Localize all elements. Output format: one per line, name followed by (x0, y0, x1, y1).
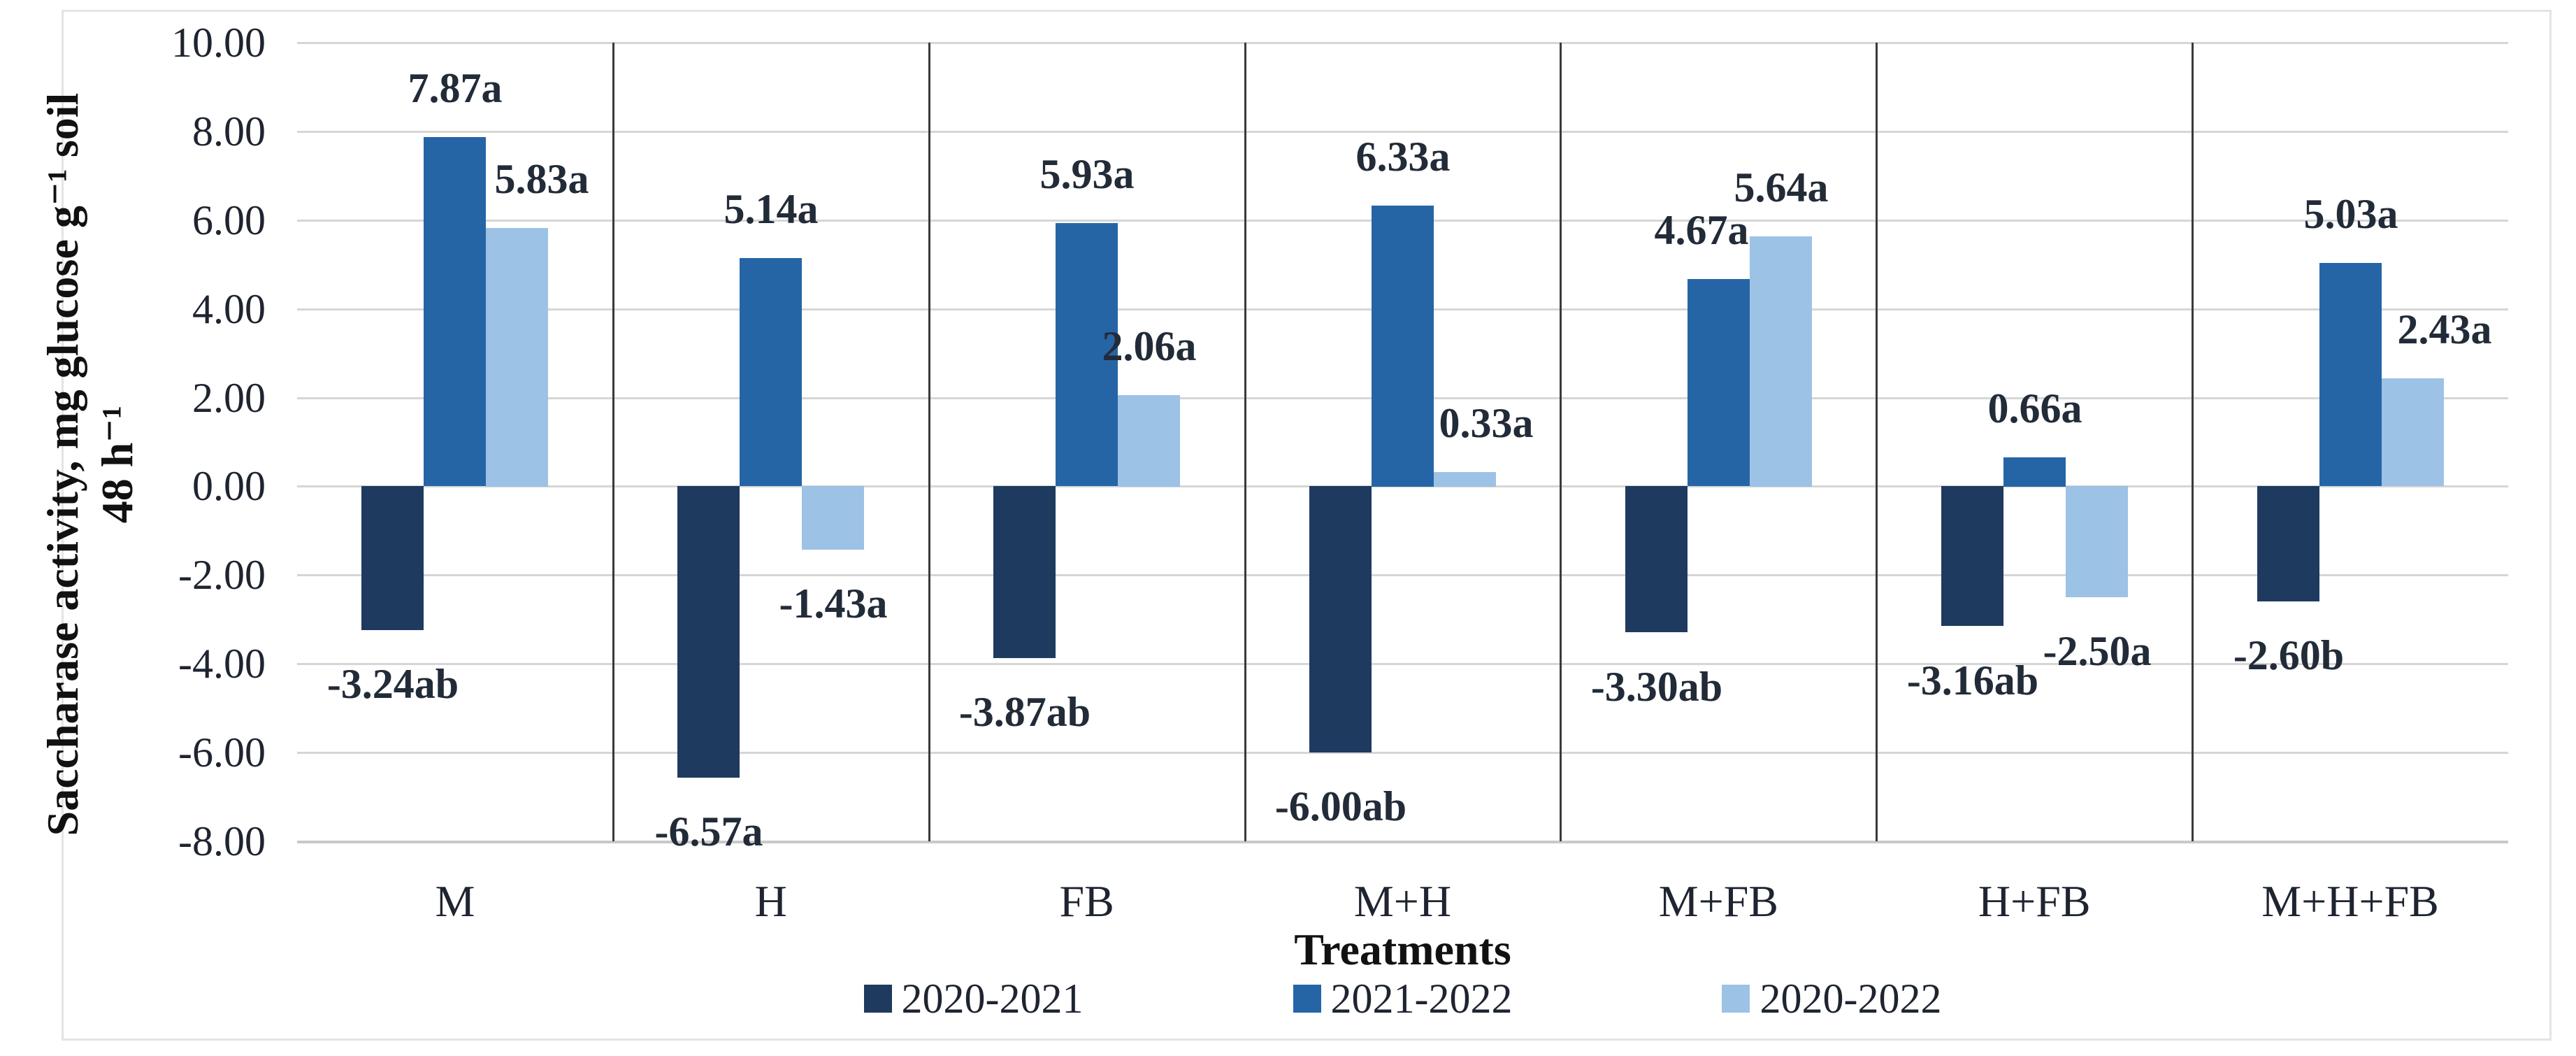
x-axis-title: Treatments (1294, 925, 1511, 974)
legend-item-2020-2021: 2020-2021 (863, 976, 1084, 1022)
value-label: 5.93a (1039, 151, 1135, 197)
bar-2020-2022-M+H+FB (2382, 378, 2444, 486)
value-label: 7.87a (408, 65, 503, 111)
bar-2020-2021-M+H (1309, 486, 1372, 752)
bar-2020-2021-M+H+FB (2257, 486, 2319, 601)
bar-2020-2022-H (802, 486, 864, 550)
bar-2021-2022-H+FB (2003, 457, 2066, 487)
bar-2021-2022-H (740, 258, 802, 486)
category-label: H+FB (1978, 876, 2091, 926)
value-label: 5.64a (1734, 164, 1829, 211)
gridline (297, 42, 2508, 44)
category-label: FB (1059, 876, 1114, 926)
bar-2020-2021-M (361, 486, 424, 630)
value-label: 4.67a (1654, 207, 1749, 253)
legend-item-2020-2022: 2020-2022 (1722, 978, 1941, 1020)
legend-label: 2021-2022 (1330, 976, 1513, 1022)
value-label: 0.66a (1987, 385, 2082, 431)
bar-2020-2022-M (486, 228, 548, 487)
value-label: 5.14a (724, 186, 819, 232)
bar-2020-2021-H (677, 486, 740, 778)
gridline (297, 841, 2508, 843)
value-label: 5.03a (2303, 191, 2398, 237)
legend: 2020-2021 2021-2022 2020-2022 (297, 978, 2508, 1020)
legend-label: 2020-2021 (901, 976, 1084, 1022)
value-label: 2.43a (2397, 306, 2492, 352)
value-label: -3.30ab (1590, 664, 1723, 710)
bar-2020-2021-H+FB (1941, 486, 2003, 626)
bar-2020-2022-M+FB (1750, 236, 1812, 487)
bar-2020-2021-M+FB (1625, 486, 1688, 632)
y-tick-label: 4.00 (192, 286, 266, 332)
legend-swatch-icon (1722, 985, 1750, 1013)
y-tick-label: 10.00 (171, 20, 266, 66)
category-label: M+FB (1658, 876, 1778, 926)
bar-2020-2021-FB (993, 486, 1056, 658)
value-label: -3.16ab (1906, 657, 2039, 704)
bar-2021-2022-M+H (1372, 206, 1434, 487)
gridline (297, 752, 2508, 754)
bar-2021-2022-M (424, 137, 486, 486)
gridline (297, 131, 2508, 133)
y-tick-label: 6.00 (192, 197, 266, 243)
category-label: M+H (1353, 876, 1452, 926)
legend-label: 2020-2022 (1760, 976, 1942, 1022)
gridline (297, 663, 2508, 665)
category-separator (2192, 43, 2194, 841)
bar-2021-2022-FB (1056, 223, 1118, 486)
category-separator (1244, 43, 1246, 841)
value-label: -2.60b (2233, 632, 2345, 678)
bar-2021-2022-M+FB (1688, 279, 1750, 486)
value-label: -3.87ab (958, 689, 1091, 735)
bar-2020-2022-FB (1118, 395, 1180, 487)
y-tick-label: -2.00 (178, 552, 266, 598)
gridline (297, 574, 2508, 576)
value-label: 0.33a (1439, 400, 1534, 446)
category-label: H (754, 876, 787, 926)
legend-swatch-icon (1293, 985, 1321, 1013)
value-label: -2.50a (2043, 628, 2152, 674)
value-label: -3.24ab (326, 661, 459, 707)
y-tick-label: 2.00 (192, 375, 266, 421)
category-separator (1560, 43, 1562, 841)
y-tick-label: 8.00 (192, 108, 266, 155)
value-label: 6.33a (1355, 134, 1451, 180)
value-label: 2.06a (1102, 323, 1197, 369)
y-tick-label: 0.00 (192, 463, 266, 509)
value-label: -1.43a (779, 580, 888, 627)
legend-swatch-icon (863, 985, 892, 1013)
value-label: 5.83a (494, 156, 589, 202)
value-label: -6.57a (654, 808, 763, 855)
category-separator (612, 43, 614, 841)
legend-item-2021-2022: 2021-2022 (1293, 976, 1513, 1022)
bar-2021-2022-M+H+FB (2319, 263, 2382, 486)
bar-2020-2022-H+FB (2066, 486, 2128, 597)
value-label: -6.00ab (1274, 783, 1407, 829)
category-separator (928, 43, 930, 841)
y-tick-label: -8.00 (178, 818, 266, 864)
category-label: M (435, 876, 475, 926)
category-separator (1876, 43, 1878, 841)
category-label: M+H+FB (2261, 876, 2439, 926)
y-tick-label: -4.00 (178, 641, 266, 687)
y-tick-label: -6.00 (178, 729, 266, 776)
bar-2020-2022-M+H (1434, 472, 1496, 487)
